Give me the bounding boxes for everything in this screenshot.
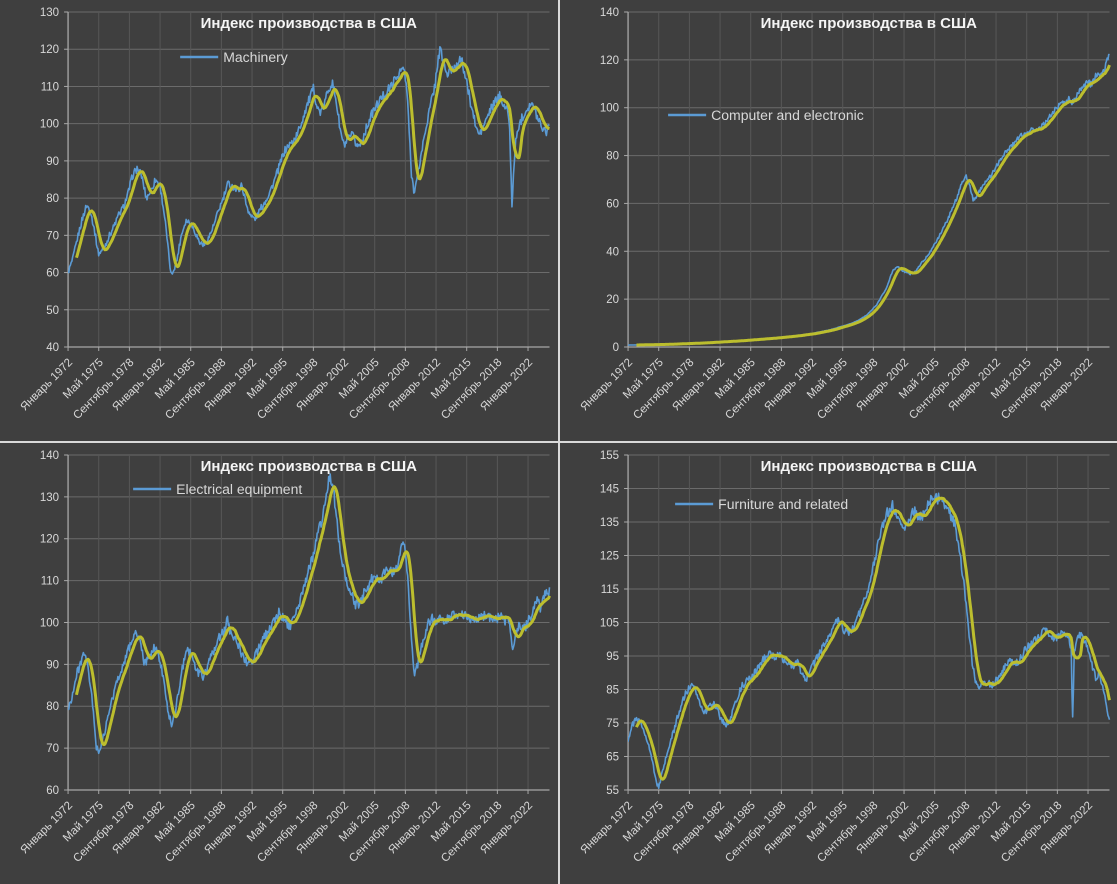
series-line-moving-average — [635, 64, 1111, 347]
y-tick-label: 80 — [46, 193, 59, 205]
y-tick-label: 105 — [599, 618, 618, 630]
y-tick-label: 120 — [40, 44, 59, 56]
y-tick-label: 145 — [599, 484, 618, 496]
y-tick-label: 140 — [40, 450, 59, 462]
y-tick-label: 55 — [606, 785, 619, 797]
chart-furniture-and-related: 55 65 75 85 95 105 115 125 135 145 155 Январь 1972 М… — [559, 443, 1117, 884]
x-tick-label: Январь 1972 — [18, 800, 75, 857]
y-tick-label: 95 — [606, 651, 619, 663]
y-tick-label: 60 — [46, 268, 59, 280]
y-tick-label: 70 — [46, 743, 59, 755]
y-tick-label: 120 — [40, 534, 59, 546]
chart-electrical-equipment: 60 70 80 90 100 110 120 130 140 Январь 1972 Май 19… — [0, 443, 558, 884]
y-tick-label: 80 — [606, 151, 619, 163]
y-tick-label: 125 — [599, 551, 618, 563]
y-tick-label: 110 — [41, 81, 59, 93]
y-tick-label: 100 — [40, 119, 59, 131]
y-tick-label: 115 — [600, 584, 618, 596]
legend-label: Furniture and related — [718, 496, 848, 512]
y-tick-label: 50 — [46, 305, 59, 317]
chart-title: Индекс производства в США — [760, 458, 977, 475]
y-tick-label: 100 — [599, 103, 618, 115]
y-tick-label: 155 — [599, 450, 618, 462]
series-line-moving-average — [75, 58, 551, 269]
series-line-moving-average — [75, 485, 551, 747]
y-tick-label: 40 — [606, 246, 619, 258]
chart-title: Индекс производства в США — [760, 15, 977, 32]
y-tick-label: 130 — [40, 7, 59, 19]
y-tick-label: 80 — [46, 701, 59, 713]
y-tick-label: 0 — [612, 342, 618, 354]
y-tick-label: 90 — [46, 659, 59, 671]
chart-title: Индекс производства в США — [201, 458, 418, 475]
series-line-monthly — [68, 473, 551, 755]
y-tick-label: 90 — [46, 156, 59, 168]
x-tick-label: Январь 1972 — [18, 357, 75, 414]
legend-label: Computer and electronic — [711, 107, 864, 123]
y-tick-label: 85 — [606, 685, 619, 697]
legend-label: Electrical equipment — [176, 481, 302, 497]
series-line-monthly — [627, 492, 1110, 789]
y-tick-label: 20 — [606, 294, 619, 306]
y-tick-label: 40 — [46, 342, 59, 354]
chart-machinery: 40 50 60 70 80 90 100 110 120 130 Январь 1972 Май 1… — [0, 0, 558, 441]
y-tick-label: 140 — [599, 7, 618, 19]
chart-computer-and-electronic: 0 20 40 60 80 100 120 140 Январь 1972 Май 1975 Сен… — [559, 0, 1117, 441]
y-tick-label: 60 — [46, 785, 59, 797]
legend-label: Machinery — [223, 49, 288, 65]
series-line-monthly — [68, 46, 550, 275]
y-tick-label: 75 — [606, 718, 619, 730]
y-tick-label: 130 — [40, 492, 59, 504]
y-tick-label: 135 — [599, 517, 618, 529]
y-tick-label: 100 — [40, 618, 59, 630]
series-line-moving-average — [634, 496, 1111, 781]
chart-title: Индекс производства в США — [201, 15, 418, 32]
x-tick-label: Январь 1972 — [578, 800, 635, 857]
y-tick-label: 70 — [46, 230, 59, 242]
y-tick-label: 120 — [599, 55, 618, 67]
series-line-monthly — [627, 53, 1110, 346]
y-tick-label: 65 — [606, 752, 619, 764]
x-tick-label: Январь 1972 — [578, 357, 635, 414]
y-tick-label: 110 — [41, 576, 59, 588]
y-tick-label: 60 — [606, 198, 619, 210]
